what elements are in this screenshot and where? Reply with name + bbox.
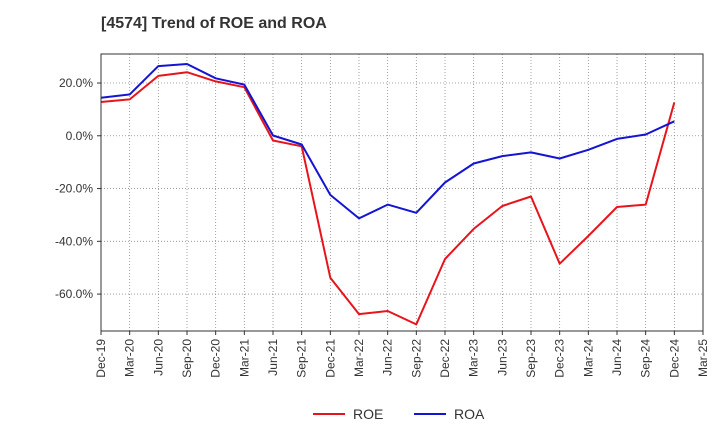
chart-title: [4574] Trend of ROE and ROA [101, 15, 327, 32]
x-tick-label: Jun-22 [381, 339, 395, 376]
y-tick-label: -20.0% [55, 182, 93, 196]
series-line-roe [100, 71, 676, 326]
y-tick-label: 20.0% [59, 76, 93, 90]
x-tick-label: Mar-25 [696, 339, 710, 377]
legend-label: ROE [353, 406, 383, 422]
axis-layer: Dec-19 Mar-20 Jun-20 Sep-20 Dec-20 Mar-21 Jun-… [55, 76, 710, 378]
x-tick-label: Dec-23 [553, 339, 567, 378]
plot-frame [100, 53, 704, 332]
x-tick-label: Sep-20 [180, 339, 194, 378]
y-tick-label: -60.0% [55, 287, 93, 301]
legend-item-roe: ROE [313, 406, 383, 422]
x-tick-label: Mar-23 [467, 339, 481, 377]
x-tick-label: Dec-22 [438, 339, 452, 378]
x-tick-label: Jun-24 [610, 339, 624, 376]
series-layer [100, 63, 676, 326]
x-tick-label: Mar-21 [237, 339, 251, 377]
x-tick-label: Dec-21 [323, 339, 337, 378]
x-tick-label: Sep-21 [295, 339, 309, 378]
x-tick-label: Dec-24 [667, 339, 681, 378]
y-tick-label: -40.0% [55, 234, 93, 248]
x-tick-label: Jun-23 [495, 339, 509, 376]
x-tick-label: Sep-23 [524, 339, 538, 378]
x-tick-label: Dec-19 [94, 339, 108, 378]
legend-item-roa: ROA [414, 406, 485, 422]
grid-layer [101, 54, 703, 331]
x-tick-label: Sep-22 [409, 339, 423, 378]
x-tick-label: Mar-22 [352, 339, 366, 377]
legend: ROE ROA [313, 406, 485, 422]
legend-label: ROA [454, 406, 485, 422]
y-tick-label: 0.0% [66, 129, 94, 143]
x-tick-label: Jun-20 [151, 339, 165, 376]
x-tick-label: Dec-20 [209, 339, 223, 378]
series-line-roa [100, 63, 675, 220]
x-tick-label: Mar-20 [123, 339, 137, 377]
x-tick-label: Jun-21 [266, 339, 280, 376]
x-tick-label: Mar-24 [581, 339, 595, 377]
x-tick-label: Sep-24 [639, 339, 653, 378]
